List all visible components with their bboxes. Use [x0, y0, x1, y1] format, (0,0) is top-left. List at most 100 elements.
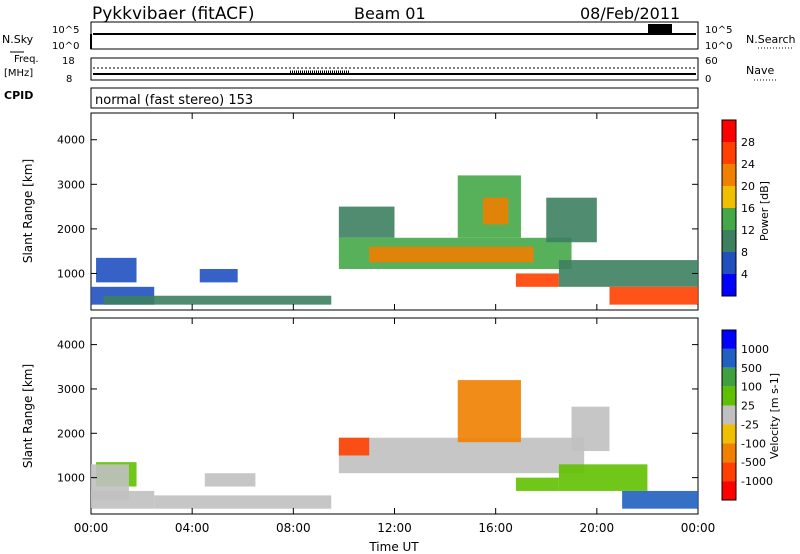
velocity-yaxis: 1000 2000 3000 4000 [57, 339, 698, 485]
colorbar-swatch [722, 405, 736, 425]
colorbar-swatch [722, 142, 736, 164]
xtick-label: 20:00 [580, 521, 615, 535]
ytick-label: 4000 [57, 339, 85, 352]
date-label: 08/Feb/2011 [580, 4, 680, 23]
colorbar-tick-label: 20 [741, 180, 755, 193]
scatter-band-7 [457, 380, 521, 443]
nave-tick-top: 60 [705, 56, 718, 67]
colorbar-tick-label: 4 [741, 268, 748, 281]
ytick-label: 2000 [57, 427, 85, 440]
nsky-label: N.Sky [2, 33, 34, 46]
time-xlabel: Time UT [368, 540, 419, 554]
colorbar-swatch [722, 424, 736, 444]
colorbar-swatch [722, 386, 736, 406]
colorbar-border [721, 329, 737, 501]
scatter-band-4 [103, 295, 332, 305]
colorbar-swatch [722, 443, 736, 463]
velocity-colorbar: 1000 500 100 25 -25 -100 -500 -1000 [721, 329, 773, 501]
radar-title: Pykkvibaer (fitACF) [92, 4, 254, 24]
colorbar-swatch [722, 230, 736, 252]
xtick-label: 04:00 [175, 521, 210, 535]
ytick-label: 3000 [57, 178, 85, 191]
colorbar-swatch [722, 208, 736, 230]
colorbar-swatch [722, 164, 736, 186]
nsky-tick-top: 10^5 [52, 25, 79, 36]
nave-label: Nave [746, 64, 774, 77]
scatter-band-12 [609, 286, 698, 305]
colorbar-tick-label: 28 [741, 136, 755, 149]
beam-label: Beam 01 [354, 4, 426, 23]
colorbar-tick-label: -1000 [741, 475, 773, 488]
nsky-tick-bottom: 10^0 [52, 41, 79, 52]
scatter-band-11 [558, 260, 698, 287]
scatter-band-3 [199, 268, 238, 283]
scatter-band-2 [96, 257, 137, 283]
ytick-label: 2000 [57, 223, 85, 236]
scatter-band-8 [515, 477, 559, 491]
cpid-value: normal (fast stereo) 153 [95, 93, 253, 108]
power-ylabel: Slant Range [km] [21, 159, 35, 263]
time-xaxis: 00:00 04:00 08:00 12:00 16:00 20:00 00:00 [74, 113, 716, 535]
ytick-label: 3000 [57, 383, 85, 396]
ytick-label: 1000 [57, 472, 85, 485]
freq-panel [90, 57, 699, 81]
scatter-band-7 [338, 206, 395, 238]
xtick-label: 08:00 [276, 521, 311, 535]
freq-label-1: Freq. [14, 54, 39, 65]
colorbar-swatch [722, 120, 736, 142]
scatter-band-4 [204, 473, 256, 487]
freq-label-2: [MHz] [4, 68, 33, 79]
colorbar-tick-label: 8 [741, 246, 748, 259]
colorbar-tick-label: -500 [741, 456, 766, 469]
colorbar-tick-label: -100 [741, 437, 766, 450]
scatter-band-3 [154, 495, 332, 509]
scatter-band-10 [515, 273, 559, 287]
scatter-band-10 [622, 490, 698, 509]
cpid-panel [90, 87, 699, 109]
nsearch-tick-bottom: 10^0 [705, 41, 732, 52]
colorbar-swatch [722, 330, 736, 349]
colorbar-border [721, 119, 737, 297]
xtick-label: 12:00 [377, 521, 412, 535]
colorbar-swatch [722, 367, 736, 387]
velocity-ylabel: Slant Range [km] [21, 364, 35, 468]
power-marks [91, 175, 698, 305]
colorbar-tick-label: 25 [741, 400, 755, 413]
scatter-band-13 [546, 197, 597, 243]
colorbar-tick-label: 16 [741, 202, 755, 215]
scatter-band-9 [483, 197, 509, 225]
colorbar-tick-label: 24 [741, 158, 755, 171]
colorbar-tick-label: -25 [741, 418, 759, 431]
scatter-band-6 [369, 246, 534, 263]
xtick-label: 16:00 [478, 521, 513, 535]
scatter-band-12 [571, 406, 610, 452]
freq-tick-bottom: 8 [66, 74, 72, 85]
colorbar-tick-label: 100 [741, 381, 762, 394]
xtick-label: 00:00 [681, 521, 716, 535]
nsky-spike-block [648, 24, 672, 34]
nave-tick-bottom: 0 [705, 74, 711, 85]
scatter-band-11 [91, 464, 129, 500]
scatter-band-9 [558, 464, 648, 491]
cpid-label: CPID [4, 89, 33, 102]
velocity-marks [91, 380, 698, 509]
colorbar-tick-label: 500 [741, 362, 762, 375]
colorbar-swatch [722, 252, 736, 274]
colorbar-tick-label: 12 [741, 224, 755, 237]
colorbar-tick-label: 1000 [741, 343, 769, 356]
ytick-label: 4000 [57, 134, 85, 147]
colorbar-swatch [722, 462, 736, 482]
freq-tick-top: 18 [62, 56, 75, 67]
power-yaxis: 1000 2000 3000 4000 [57, 134, 698, 280]
velocity-colorbar-label: Velocity [m s-1] [768, 373, 781, 459]
power-colorbar-label: Power [dB] [758, 181, 771, 241]
nsearch-tick-top: 10^5 [705, 25, 732, 36]
colorbar-swatch [722, 274, 736, 296]
nsky-panel [90, 21, 699, 50]
colorbar-swatch [722, 186, 736, 208]
colorbar-swatch [722, 348, 736, 368]
xtick-label: 00:00 [74, 521, 109, 535]
colorbar-swatch [722, 481, 736, 500]
scatter-band-5 [338, 437, 585, 474]
